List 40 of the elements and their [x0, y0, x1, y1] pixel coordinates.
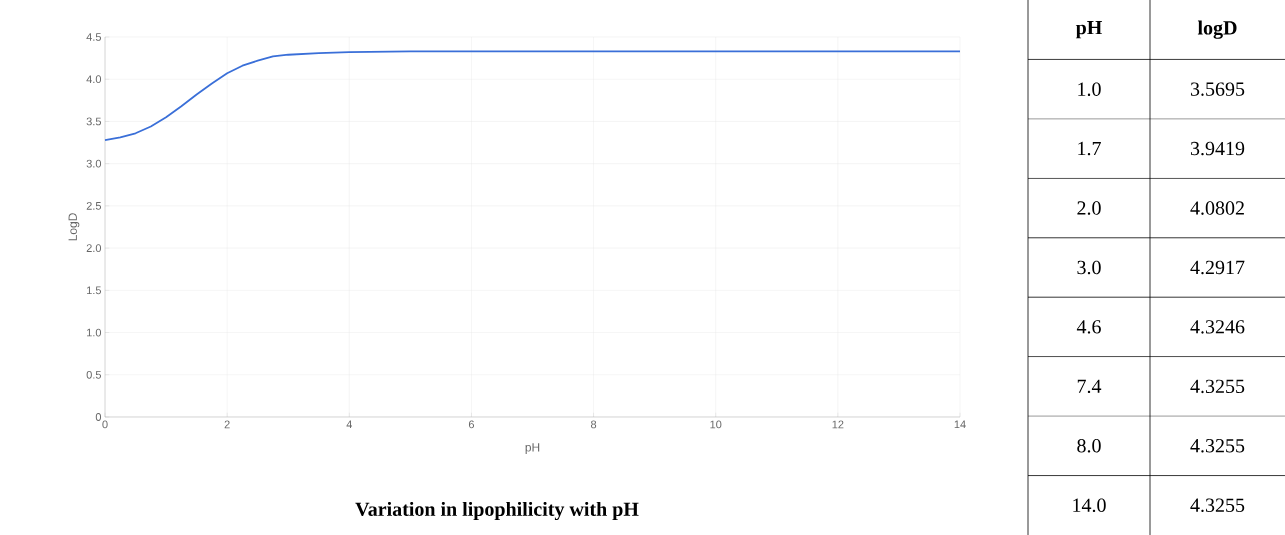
x-axis-title: pH: [525, 443, 540, 454]
text: 8.0: [1077, 439, 1101, 453]
text: 7.4: [1077, 379, 1102, 394]
text: 4.0802: [1190, 201, 1244, 215]
x-tick-label: 12: [832, 420, 844, 429]
y-tick-label: 3.0: [86, 159, 102, 168]
text: 3.5695: [1190, 82, 1245, 96]
text: pH: [1075, 21, 1103, 39]
text: 3.9419: [1190, 141, 1245, 156]
y-tick-label: 4.5: [86, 33, 102, 41]
text: 4.3246: [1190, 320, 1245, 334]
text: 4.3255: [1190, 498, 1245, 513]
y-tick-label: 2.0: [86, 244, 102, 252]
text: 14.0: [1073, 498, 1106, 513]
text: 4.2917: [1190, 260, 1245, 275]
text: 1.7: [1078, 141, 1101, 156]
text: 4.3255: [1190, 379, 1245, 394]
y-tick-label: 1.0: [87, 328, 102, 337]
x-tick-label: 4: [346, 420, 353, 429]
text: 3.0: [1077, 260, 1101, 275]
y-axis-title: LogD: [68, 213, 80, 241]
x-tick-label: 14: [954, 420, 966, 429]
text: logD: [1197, 20, 1237, 39]
text: 4.3255: [1190, 439, 1245, 453]
y-tick-label: 2.5: [86, 202, 102, 210]
text: Variation in lipophilicity with pH: [355, 501, 639, 521]
x-tick-label: 2: [224, 420, 230, 429]
text: 4.6: [1076, 320, 1101, 334]
x-tick-label: 10: [710, 420, 722, 429]
y-tick-label: 0.5: [86, 370, 102, 379]
line-series: [104, 50, 961, 141]
x-tick-label: 8: [590, 420, 597, 429]
text: 1.0: [1078, 82, 1101, 96]
x-tick-label: 0: [102, 420, 108, 429]
y-tick-label: 1.5: [87, 286, 102, 295]
text: 2.0: [1077, 201, 1101, 215]
y-tick-label: 4.0: [86, 75, 102, 84]
y-tick-label: 0: [95, 413, 102, 421]
x-tick-label: 6: [468, 420, 475, 429]
y-tick-label: 3.5: [86, 117, 102, 126]
